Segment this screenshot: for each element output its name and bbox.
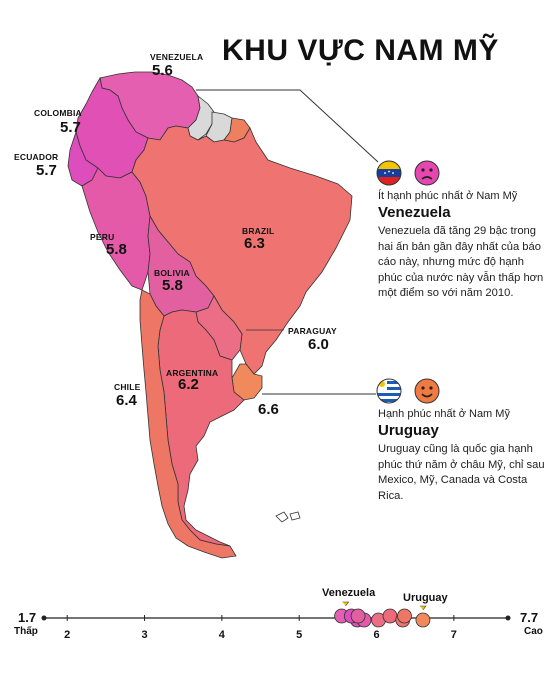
- label-bolivia-score: 5.8: [162, 277, 183, 294]
- panel-most-happy-body: Uruguay cũng là quốc gia hạnh phúc thứ n…: [378, 443, 545, 502]
- country-peru[interactable]: [81, 167, 151, 291]
- scale-tick-label: 5: [296, 629, 303, 641]
- scale-pointer-uruguay: [419, 605, 427, 611]
- page-title: KHU VỰC NAM MỸ: [222, 34, 499, 67]
- label-argentina-score: 6.2: [178, 376, 199, 393]
- scale-min-value: 1.7: [18, 610, 37, 625]
- happiness-scale: [41, 601, 511, 628]
- label-peru-score: 5.8: [106, 241, 127, 258]
- scale-max-dot: [505, 615, 511, 621]
- scale-venezuela-label: Venezuela: [322, 587, 376, 599]
- panel-most-happy-name: Uruguay: [378, 422, 439, 439]
- scale-marker-chile: [397, 608, 412, 624]
- falkland-islands: [275, 511, 301, 523]
- scale-high-word: Cao: [524, 626, 543, 637]
- scale-min-dot: [41, 615, 47, 621]
- scale-tick-label: 7: [450, 629, 457, 641]
- scale-tick-label: 4: [218, 629, 225, 641]
- scale-marker-argentina: [382, 608, 398, 624]
- scale-low-word: Thấp: [14, 626, 38, 637]
- scale-tick-label: 6: [373, 629, 380, 641]
- label-argentina-name: ARGENTINA: [166, 368, 219, 378]
- panel-most-happy: Hạnh phúc nhất ở Nam Mỹ Uruguay Uruguay …: [378, 408, 550, 504]
- scale-marker-bolivia: [350, 608, 366, 624]
- label-venezuela-score: 5.6: [152, 62, 173, 79]
- panel-least-happy-body: Venezuela đã tăng 29 bậc trong hai ấn bả…: [378, 225, 544, 299]
- scale-max-value: 7.7: [520, 610, 539, 625]
- venezuela-flag-icon: [376, 160, 402, 186]
- scale-tick-label: 3: [141, 629, 148, 641]
- venezuela-connector-line: [196, 89, 379, 163]
- uruguay-flag-icon: [376, 378, 402, 404]
- scale-uruguay-label: Uruguay: [403, 592, 448, 604]
- label-peru-name: PERU: [90, 232, 115, 242]
- label-colombia-score: 5.7: [60, 119, 81, 136]
- panel-least-happy: Ít hạnh phúc nhất ở Nam Mỹ Venezuela Ven…: [378, 190, 550, 302]
- sad-face-icon: [414, 160, 440, 186]
- panel-most-happy-tag: Hạnh phúc nhất ở Nam Mỹ: [378, 408, 510, 420]
- smile-face-icon: [414, 378, 440, 404]
- label-colombia-name: COLOMBIA: [34, 108, 82, 118]
- label-brazil-score: 6.3: [244, 235, 265, 252]
- scale-marker-uruguay: [415, 612, 431, 628]
- label-paraguay-score: 6.0: [308, 336, 329, 353]
- label-uruguay-score: 6.6: [258, 401, 279, 418]
- country-chile[interactable]: [139, 289, 237, 559]
- label-ecuador-score: 5.7: [36, 162, 57, 179]
- label-brazil-name: BRAZIL: [242, 226, 275, 236]
- label-bolivia-name: BOLIVIA: [154, 268, 190, 278]
- label-venezuela-name: VENEZUELA: [150, 52, 204, 62]
- panel-least-happy-name: Venezuela: [378, 204, 451, 221]
- scale-tick-label: 2: [64, 629, 71, 641]
- scale-pointer-venezuela: [342, 601, 350, 607]
- panel-least-happy-tag: Ít hạnh phúc nhất ở Nam Mỹ: [378, 190, 518, 202]
- label-paraguay-name: PARAGUAY: [288, 326, 337, 336]
- label-chile-name: CHILE: [114, 382, 141, 392]
- label-ecuador-name: ECUADOR: [14, 152, 59, 162]
- label-chile-score: 6.4: [116, 392, 137, 409]
